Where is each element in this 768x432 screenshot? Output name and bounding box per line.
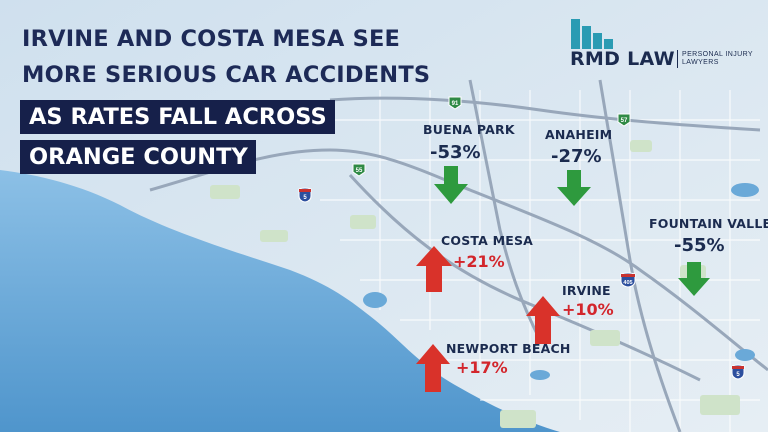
pacific-ocean [0,170,560,432]
route-57-label: 57 [621,118,628,124]
down-arrow-icon [434,166,468,204]
headline-line-1: IRVINE AND COSTA MESA SEE [22,26,401,52]
city-label-costa-mesa: COSTA MESA [441,233,534,248]
interstate-5-label: 5 [303,195,307,201]
interstate-5-south-label: 5 [736,372,740,378]
up-arrow-icon [416,344,450,392]
logo-name: RMD LAW [570,48,675,70]
city-label-newport-beach: NEWPORT BEACH [446,341,571,356]
route-55-label: 55 [356,168,363,174]
highways [149,79,768,432]
interstate-405-shield: 405 [620,272,636,288]
up-arrow-icon [416,246,452,292]
lakes [363,183,759,380]
change-anaheim: -27% [551,146,602,167]
up-arrow-icon [526,296,560,344]
route-57-shield: 57 [617,113,631,127]
down-arrow-icon [678,262,710,296]
logo-divider [677,50,678,68]
change-fountain-valley: -55% [674,235,725,256]
change-irvine: +10% [562,300,614,319]
interstate-5-shield: 5 [298,187,312,203]
city-label-buena-park: BUENA PARK [423,122,515,137]
route-91-shield: 91 [448,96,462,110]
change-costa-mesa: +21% [453,252,505,271]
headline-line-2: MORE SERIOUS CAR ACCIDENTS [22,62,431,88]
route-91-label: 91 [452,101,459,107]
change-buena-park: -53% [430,142,481,163]
city-label-anaheim: ANAHEIM [545,127,613,142]
down-arrow-icon [557,170,591,206]
change-newport-beach: +17% [456,358,508,377]
logo-tagline: PERSONAL INJURY LAWYERS [682,51,753,66]
headline-line-3: AS RATES FALL ACROSS [20,100,335,134]
interstate-405-label: 405 [623,280,632,286]
headline-line-4: ORANGE COUNTY [20,140,256,174]
rmd-law-logo-mark [571,19,613,49]
interstate-5-south-shield: 5 [731,364,745,380]
route-55-shield: 55 [352,163,366,177]
city-label-irvine: IRVINE [562,283,611,298]
city-label-fountain-valley: FOUNTAIN VALLEY [649,216,768,231]
